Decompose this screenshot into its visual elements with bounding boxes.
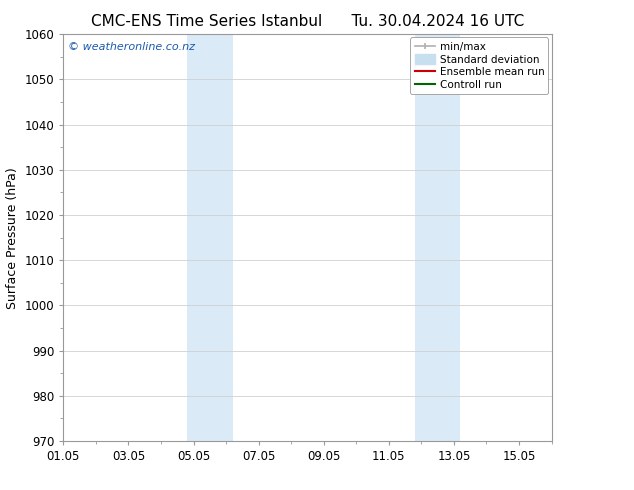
Y-axis label: Surface Pressure (hPa): Surface Pressure (hPa) (6, 167, 19, 309)
Bar (415, 34, 460, 441)
Legend: min/max, Standard deviation, Ensemble mean run, Controll run: min/max, Standard deviation, Ensemble me… (410, 37, 548, 95)
Text: © weatheronline.co.nz: © weatheronline.co.nz (68, 43, 195, 52)
Bar (187, 34, 233, 441)
Title: CMC-ENS Time Series Istanbul      Tu. 30.04.2024 16 UTC: CMC-ENS Time Series Istanbul Tu. 30.04.2… (91, 14, 524, 29)
